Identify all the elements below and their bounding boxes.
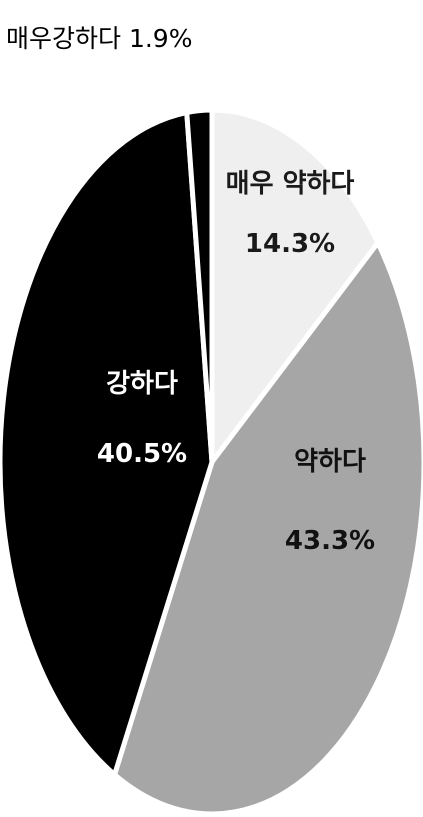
pie-slice-0 (209, 107, 381, 465)
pie-slice-value: 43.3% (285, 526, 375, 556)
pie-slice-label: 매우 약하다 (226, 169, 355, 199)
pie-slice-3 (184, 107, 215, 465)
pie-slice-2 (0, 110, 215, 778)
pie-labels: 매우 약하다 14.3% 약하다 43.3% 강하다 40.5% 매우강하다 1.9% (6, 24, 375, 556)
pie-slice-value: 14.3% (245, 229, 335, 259)
pie-slice-value: 40.5% (97, 439, 187, 469)
pie-slice-1 (112, 240, 423, 817)
pie-outside-label: 매우강하다 1.9% (6, 24, 192, 53)
pie-slice-label: 강하다 (106, 369, 178, 399)
pie-slices (0, 107, 423, 817)
pie-slice-label: 약하다 (294, 447, 366, 477)
